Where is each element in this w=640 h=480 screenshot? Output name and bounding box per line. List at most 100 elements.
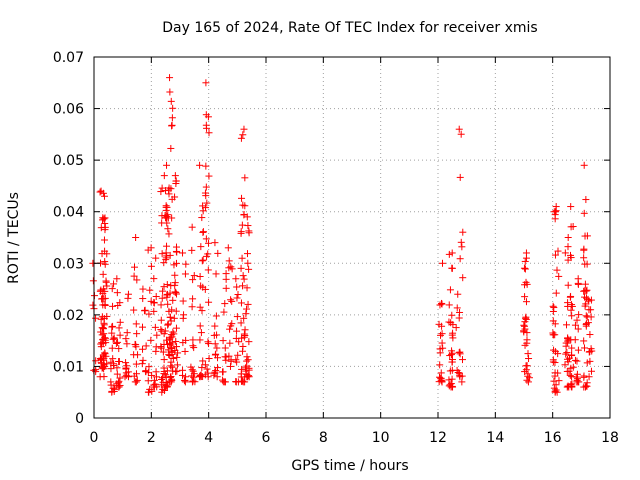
data-point: [550, 331, 558, 339]
data-point: [241, 174, 249, 182]
data-point: [243, 213, 251, 221]
data-point: [213, 331, 221, 339]
data-point: [452, 324, 460, 332]
data-point: [163, 252, 171, 260]
x-tick-label: 18: [601, 430, 619, 446]
data-point: [204, 250, 212, 258]
y-tick-label: 0: [75, 411, 84, 427]
data-point: [203, 365, 211, 373]
data-point: [232, 275, 240, 283]
data-point: [181, 270, 189, 278]
data-point: [201, 361, 209, 369]
data-point: [522, 298, 530, 306]
data-point: [115, 345, 123, 353]
data-point: [153, 331, 161, 339]
data-point: [581, 280, 589, 288]
data-point: [563, 321, 571, 329]
data-point: [115, 358, 123, 366]
data-point: [171, 346, 179, 354]
data-point: [171, 288, 179, 296]
data-point: [101, 220, 109, 228]
data-point: [189, 295, 197, 303]
data-point: [237, 299, 245, 307]
data-point: [115, 324, 123, 332]
data-point: [239, 378, 247, 386]
data-point: [455, 314, 463, 322]
data-point: [571, 321, 579, 329]
data-point: [221, 344, 229, 352]
data-point: [226, 362, 234, 370]
data-point: [163, 281, 171, 289]
data-point: [571, 356, 579, 364]
data-point: [132, 234, 140, 241]
data-point: [238, 194, 246, 202]
data-point: [522, 315, 530, 323]
data-point: [123, 329, 131, 337]
data-point: [436, 345, 444, 353]
data-point: [162, 256, 170, 264]
data-point: [101, 223, 109, 231]
data-point: [437, 369, 445, 377]
data-point: [446, 286, 454, 294]
data-point: [189, 336, 197, 344]
data-point: [153, 383, 161, 391]
data-point: [102, 277, 110, 285]
data-point: [173, 367, 181, 375]
data-point: [164, 321, 172, 329]
data-point: [587, 306, 595, 314]
data-point: [163, 293, 171, 301]
data-point: [243, 353, 251, 361]
data-point: [550, 346, 558, 354]
data-point: [202, 79, 210, 87]
data-point: [166, 313, 174, 321]
data-point: [456, 255, 464, 263]
x-tick-label: 16: [544, 430, 562, 446]
data-point: [228, 320, 236, 328]
data-point: [102, 339, 110, 347]
y-tick-label: 0.03: [53, 256, 84, 272]
data-point: [152, 347, 160, 355]
data-point: [131, 340, 139, 348]
data-point: [124, 373, 132, 381]
data-point: [233, 283, 241, 291]
data-point: [168, 114, 176, 122]
data-point: [448, 264, 456, 272]
data-point: [131, 263, 139, 271]
data-point: [563, 349, 571, 357]
data-point: [523, 329, 531, 337]
data-point: [147, 336, 155, 344]
data-point: [242, 310, 250, 318]
data-point: [445, 301, 453, 309]
data-point: [562, 342, 570, 350]
data-point: [573, 378, 581, 386]
data-point: [161, 371, 169, 379]
data-point: [182, 373, 190, 381]
data-point: [133, 276, 141, 284]
data-point: [124, 290, 132, 298]
data-point: [145, 310, 153, 318]
data-point: [188, 303, 196, 311]
data-point: [521, 341, 529, 349]
data-point: [219, 368, 227, 376]
data-point: [139, 356, 147, 364]
data-point: [109, 355, 117, 363]
data-point: [100, 362, 108, 370]
data-point: [114, 301, 122, 309]
data-point: [166, 373, 174, 381]
data-point: [226, 325, 234, 333]
data-point: [99, 285, 107, 293]
data-point: [167, 358, 175, 366]
data-point: [549, 358, 557, 366]
data-point: [582, 382, 590, 390]
data-point: [92, 314, 100, 322]
data-point: [233, 294, 241, 302]
data-point: [204, 338, 212, 346]
data-point: [520, 328, 528, 336]
data-point: [171, 172, 179, 180]
data-point: [245, 338, 253, 346]
y-tick-label: 0.05: [53, 153, 84, 169]
data-point: [145, 363, 153, 371]
data-point: [203, 199, 211, 207]
data-point: [525, 355, 533, 363]
data-point: [171, 193, 179, 201]
